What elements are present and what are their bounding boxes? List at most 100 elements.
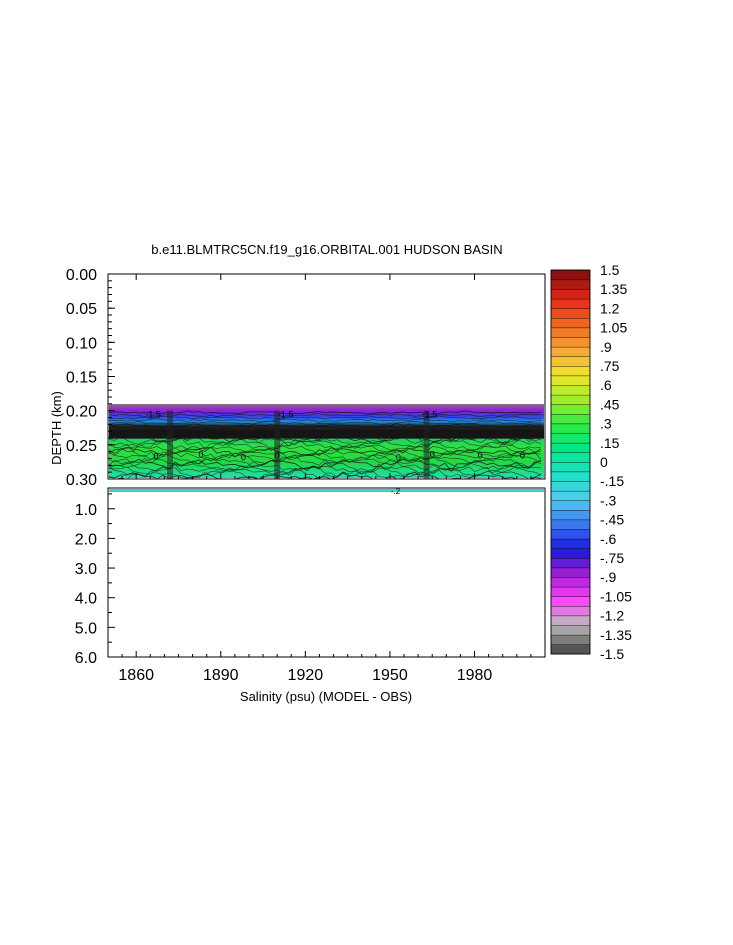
y-tick-label: 0.15 xyxy=(66,370,97,387)
colorbar-swatch xyxy=(550,365,591,377)
colorbar-swatch xyxy=(550,337,591,348)
colorbar-label: 1.35 xyxy=(600,281,627,297)
colorbar-swatch xyxy=(550,356,591,367)
colorbar-label: -.75 xyxy=(600,550,624,566)
lower-data-fill xyxy=(109,489,544,492)
contour-label: 0 xyxy=(275,451,280,461)
colorbar-label: 0 xyxy=(600,454,608,470)
colorbar-swatch xyxy=(550,519,591,530)
colorbar-swatch xyxy=(550,605,591,617)
vertical-contour-cluster xyxy=(423,410,430,479)
contour-line xyxy=(108,460,542,474)
colorbar-swatch xyxy=(550,433,591,444)
x-axis-label: Salinity (psu) (MODEL - OBS) xyxy=(240,689,412,704)
colorbar-swatch xyxy=(550,317,591,329)
contour-line xyxy=(108,468,542,480)
colorbar-swatch xyxy=(550,308,591,319)
colorbar-swatch xyxy=(550,529,591,540)
contour-label: 0 xyxy=(520,451,525,461)
x-tick-label: 1950 xyxy=(372,667,408,684)
colorbar-label: -1.05 xyxy=(600,588,632,604)
y-tick-label: 0.10 xyxy=(66,335,97,352)
contour-line xyxy=(108,426,541,431)
colorbar-swatch xyxy=(550,394,591,405)
contour-line xyxy=(108,415,541,420)
colorbar-label: 1.05 xyxy=(600,320,627,336)
upper-contour-labels: -1.5 -1.5 -1.5 0 0 0 0 0 0 0 0 xyxy=(145,410,525,463)
lower-y-axis: 1.0 2.0 3.0 4.0 5.0 6.0 xyxy=(75,493,115,667)
y-tick-label: 0.20 xyxy=(66,404,97,421)
x-tick-label: 1860 xyxy=(118,667,154,684)
colorbar-swatch xyxy=(550,634,591,645)
colorbar-swatch xyxy=(550,404,591,415)
colorbar-swatch xyxy=(550,509,591,521)
colorbar-swatch xyxy=(550,385,591,396)
lower-contour-labels: -.2 xyxy=(391,487,401,496)
y-tick-label: 3.0 xyxy=(75,561,97,578)
upper-panel: -1.5 -1.5 -1.5 0 0 0 0 0 0 0 0 0.00 0.05 0.10 0.15 0.2… xyxy=(66,267,546,489)
colorbar-label: .3 xyxy=(600,416,612,432)
colorbar-swatch xyxy=(550,577,591,588)
y-tick-label: 6.0 xyxy=(75,650,97,667)
contour-label: 0 xyxy=(241,453,246,463)
contour-line xyxy=(108,448,542,461)
colorbar-swatch xyxy=(550,298,591,309)
x-tick-label: 1920 xyxy=(288,667,324,684)
colorbar-label: -1.35 xyxy=(600,627,632,643)
colorbar-swatch xyxy=(550,279,591,290)
contour-line xyxy=(108,413,541,418)
contour-line xyxy=(108,418,542,423)
y-tick-label: 0.25 xyxy=(66,438,97,455)
colorbar-swatch xyxy=(550,548,591,559)
y-tick-label: 5.0 xyxy=(75,620,97,637)
contour-label: 0 xyxy=(153,452,158,462)
colorbar-swatch xyxy=(550,490,591,501)
contour-line xyxy=(108,420,542,426)
upper-contour-lines xyxy=(108,410,544,480)
contour-line xyxy=(108,410,542,415)
colorbar-swatch xyxy=(550,557,591,569)
contour-label: -1.5 xyxy=(278,410,294,420)
y-tick-label: 1.0 xyxy=(75,502,97,519)
x-tick-label: 1890 xyxy=(203,667,239,684)
y-tick-label: 4.0 xyxy=(75,591,97,608)
colorbar-label: .9 xyxy=(600,339,612,355)
contour-label: 0 xyxy=(396,453,401,463)
colorbar-label: -.9 xyxy=(600,569,617,585)
contour-label: 0 xyxy=(430,450,435,460)
colorbar-swatch xyxy=(550,481,591,492)
vertical-contour-cluster xyxy=(167,410,174,479)
colorbar-swatch xyxy=(550,615,591,626)
colorbar-swatch xyxy=(550,423,591,434)
contour-line xyxy=(108,471,542,480)
vertical-contour-cluster xyxy=(274,410,281,479)
colorbar-swatch xyxy=(550,269,591,281)
contour-line xyxy=(108,465,542,478)
y-axis-label: DEPTH (km) xyxy=(49,391,64,465)
colorbar-label: .75 xyxy=(600,358,620,374)
contour-label: 0 xyxy=(478,451,483,461)
colorbar-label: -.15 xyxy=(600,473,624,489)
colorbar-swatch xyxy=(550,442,591,453)
contour-label: -1.5 xyxy=(145,410,161,420)
colorbar-swatch xyxy=(550,500,591,511)
colorbar-swatch xyxy=(550,538,591,549)
x-axis: 1860 1890 1920 1950 1980 xyxy=(107,274,546,684)
colorbar-label: 1.5 xyxy=(600,262,620,278)
y-tick-label: 2.0 xyxy=(75,531,97,548)
lower-panel-frame xyxy=(107,487,546,658)
colorbar-swatch xyxy=(550,375,591,386)
x-tick-label: 1980 xyxy=(457,667,493,684)
upper-y-axis: 0.00 0.05 0.10 0.15 0.20 0.25 0.30 xyxy=(66,267,115,489)
contour-line xyxy=(108,450,542,463)
colorbar-swatch xyxy=(550,461,591,473)
y-tick-label: 0.05 xyxy=(66,301,97,318)
colorbar: 1.5 1.35 1.2 1.05 .9 .75 .6 .45 .3 .15 0 -.15 -.3 -.4… xyxy=(550,262,632,662)
colorbar-swatch xyxy=(550,567,591,578)
colorbar-swatch xyxy=(550,289,591,300)
y-tick-label: 0.00 xyxy=(66,267,97,284)
colorbar-swatch xyxy=(550,452,591,463)
contour-line xyxy=(108,463,542,476)
colorbar-frame xyxy=(550,269,591,655)
